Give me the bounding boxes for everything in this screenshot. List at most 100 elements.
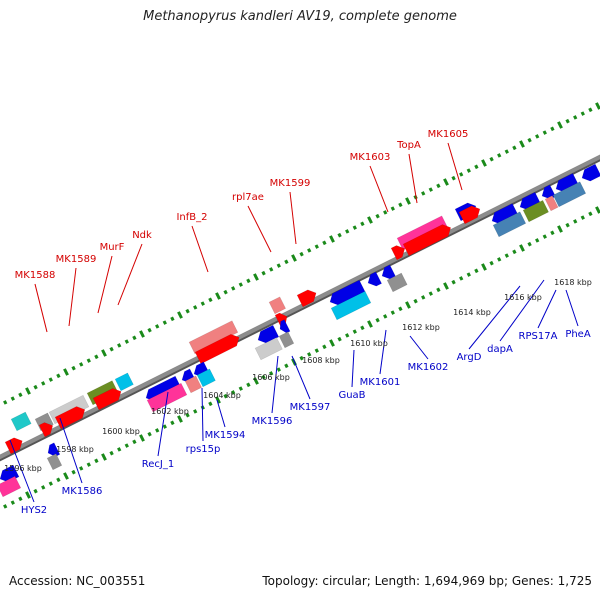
reverse-tick bbox=[345, 333, 350, 338]
reverse-tick bbox=[352, 329, 357, 334]
forward-tick bbox=[117, 343, 122, 348]
forward-leader bbox=[369, 165, 389, 213]
reverse-gene-label: RecJ_1 bbox=[142, 459, 174, 470]
label-leaders bbox=[9, 142, 579, 503]
reverse-tick bbox=[139, 434, 145, 442]
forward-gene-label: InfB_2 bbox=[176, 212, 207, 223]
reverse-gene-label: MK1601 bbox=[360, 377, 401, 388]
reverse-tick bbox=[451, 279, 456, 285]
reverse-leader bbox=[271, 355, 279, 414]
reverse-tick bbox=[375, 317, 380, 323]
reverse-leader bbox=[59, 417, 83, 484]
reverse-tick bbox=[443, 282, 449, 290]
forward-gene-label: Ndk bbox=[132, 230, 152, 241]
reverse-tick bbox=[398, 306, 403, 312]
forward-tick bbox=[375, 213, 380, 219]
forward-tick bbox=[299, 251, 304, 257]
forward-gene-label: MK1605 bbox=[428, 129, 469, 140]
map-title: Methanopyrus kandleri AV19, complete gen… bbox=[143, 9, 457, 24]
kbp-label: 1598 kbp bbox=[56, 445, 94, 454]
forward-tick bbox=[155, 324, 160, 329]
reverse-tick bbox=[18, 496, 23, 502]
forward-tick bbox=[322, 240, 327, 246]
gene-shape bbox=[367, 271, 382, 287]
reverse-tick bbox=[474, 268, 479, 274]
reverse-tick bbox=[10, 500, 15, 505]
forward-tick bbox=[170, 316, 175, 322]
reverse-tick bbox=[79, 466, 84, 471]
gene-shape bbox=[92, 388, 122, 411]
forward-tick bbox=[162, 320, 167, 325]
forward-tick bbox=[398, 202, 403, 208]
reverse-tick bbox=[162, 424, 167, 429]
reverse-tick bbox=[3, 504, 8, 509]
reverse-tick bbox=[238, 386, 243, 391]
forward-leader bbox=[247, 205, 272, 253]
forward-gene-label: MK1588 bbox=[15, 270, 56, 281]
gene-shape bbox=[38, 422, 54, 438]
reverse-gene-label: MK1586 bbox=[62, 486, 103, 497]
reverse-leader bbox=[201, 387, 204, 442]
forward-tick bbox=[383, 210, 388, 215]
reverse-gene-label: MK1597 bbox=[290, 402, 331, 413]
gene-shape bbox=[188, 320, 239, 355]
forward-tick bbox=[466, 168, 471, 173]
gene-shape bbox=[402, 224, 452, 257]
reverse-tick bbox=[48, 481, 53, 486]
reverse-tick bbox=[390, 310, 395, 315]
kbp-label: 1608 kbp bbox=[302, 356, 340, 365]
kbp-label: 1616 kbp bbox=[504, 293, 542, 302]
forward-tick bbox=[542, 130, 547, 135]
forward-gene-label: rpl7ae bbox=[232, 192, 264, 203]
reverse-tick bbox=[535, 238, 540, 243]
forward-tick bbox=[56, 373, 61, 379]
gene-shape bbox=[386, 272, 408, 293]
reverse-leader bbox=[351, 349, 355, 388]
forward-tick bbox=[33, 384, 38, 390]
reverse-gene-label: ArgD bbox=[457, 352, 482, 363]
reverse-gene-label: PheA bbox=[565, 329, 591, 340]
reverse-leader bbox=[537, 289, 557, 329]
reverse-tick bbox=[322, 344, 327, 350]
reverse-leader bbox=[9, 439, 35, 503]
gene-shape bbox=[10, 411, 32, 432]
gene-shape bbox=[47, 442, 61, 457]
reverse-tick bbox=[466, 272, 471, 277]
reverse-gene-label: RPS17A bbox=[519, 331, 558, 342]
forward-tick bbox=[459, 172, 464, 177]
reverse-tick bbox=[86, 462, 91, 467]
forward-tick bbox=[200, 301, 205, 306]
forward-tick bbox=[557, 121, 563, 129]
forward-tick bbox=[489, 156, 494, 162]
gene-shape bbox=[114, 372, 134, 392]
forward-tick bbox=[367, 216, 373, 224]
gene-shape bbox=[492, 211, 527, 238]
forward-tick bbox=[185, 308, 190, 314]
forward-tick bbox=[132, 335, 137, 341]
forward-tick bbox=[63, 368, 69, 376]
forward-gene-label: MK1589 bbox=[56, 254, 97, 265]
accession-text: Accession: NC_003551 bbox=[9, 574, 146, 588]
reverse-tick bbox=[497, 257, 502, 262]
forward-tick bbox=[48, 377, 53, 382]
forward-tick bbox=[215, 292, 221, 300]
gene-shape bbox=[278, 331, 295, 349]
reverse-tick bbox=[155, 428, 160, 433]
forward-tick bbox=[246, 278, 251, 284]
forward-gene-label: TopA bbox=[396, 140, 421, 151]
forward-tick bbox=[94, 354, 99, 360]
forward-tick bbox=[474, 164, 479, 170]
forward-tick bbox=[41, 381, 46, 386]
reverse-tick bbox=[367, 320, 373, 328]
reverse-tick bbox=[63, 472, 69, 480]
forward-tick bbox=[512, 145, 517, 151]
forward-tick bbox=[269, 267, 274, 272]
gene-shape bbox=[581, 163, 600, 182]
reverse-tick bbox=[41, 485, 46, 490]
forward-tick bbox=[504, 149, 509, 154]
forward-tick bbox=[595, 102, 600, 110]
reverse-tick bbox=[269, 371, 274, 376]
gene-shape bbox=[194, 334, 240, 365]
reverse-tick bbox=[231, 390, 236, 395]
reverse-gene-label: dapA bbox=[487, 344, 513, 355]
